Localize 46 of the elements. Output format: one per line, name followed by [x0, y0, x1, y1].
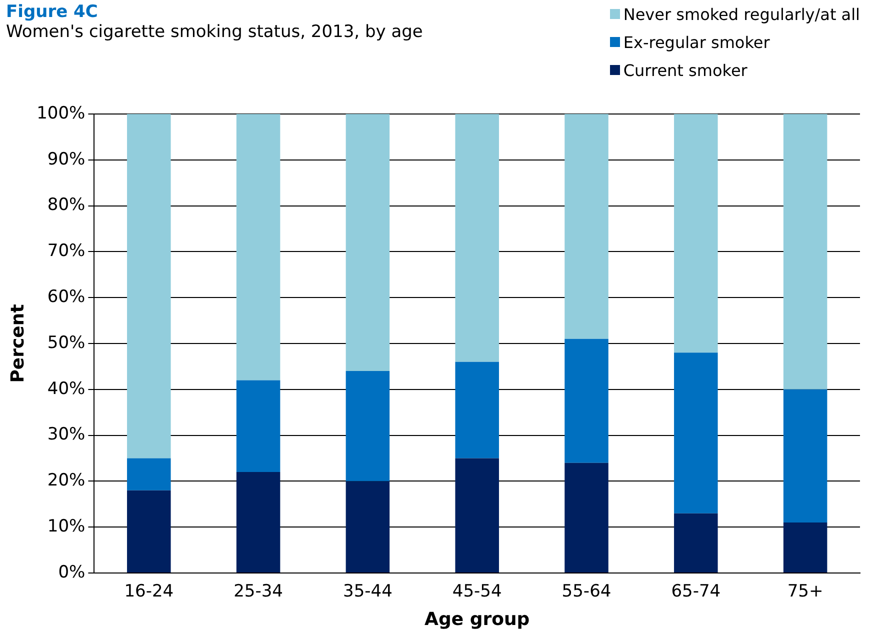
bar	[346, 371, 390, 482]
x-tick-label: 45-54	[452, 582, 502, 602]
bar	[236, 114, 280, 380]
bar	[674, 513, 718, 572]
y-tick-label: 0%	[58, 562, 86, 582]
x-tick-label: 75+	[787, 582, 824, 602]
y-tick-label: 90%	[47, 149, 86, 170]
bar	[236, 472, 280, 572]
bar	[346, 481, 390, 572]
y-tick-label: 30%	[47, 424, 86, 445]
x-tick-label: 25-34	[234, 582, 284, 602]
bar	[455, 362, 499, 458]
bar	[564, 114, 608, 339]
bar	[455, 458, 499, 572]
bar	[783, 114, 828, 390]
bar	[346, 114, 390, 372]
bar	[674, 352, 718, 514]
bar	[674, 114, 718, 353]
y-tick-label: 50%	[47, 332, 86, 353]
y-tick-label: 20%	[47, 470, 86, 491]
bar	[127, 114, 171, 458]
legend-label: Never smoked regularly/at all	[623, 4, 860, 24]
legend-label: Current smoker	[623, 60, 748, 80]
y-tick-label: 10%	[47, 516, 86, 537]
y-tick-label: 60%	[47, 287, 86, 308]
y-axis-title: Percent	[7, 304, 28, 383]
bar	[783, 522, 828, 572]
y-tick-label: 80%	[47, 195, 86, 216]
bar	[783, 389, 828, 523]
y-tick-label: 100%	[36, 103, 86, 124]
x-tick-label: 55-64	[562, 582, 612, 602]
x-tick-label: 16-24	[124, 582, 174, 602]
x-tick-label: 65-74	[671, 582, 721, 602]
bar	[236, 380, 280, 472]
bar	[127, 490, 171, 572]
bar	[127, 458, 171, 490]
chart-title: Figure 4C	[6, 2, 98, 22]
y-tick-label: 40%	[47, 378, 86, 399]
x-tick-label: 35-44	[343, 582, 392, 602]
legend-label: Ex-regular smoker	[623, 32, 770, 52]
bar	[564, 338, 608, 463]
y-tick-label: 70%	[47, 241, 86, 262]
bar	[455, 114, 499, 362]
x-axis-title: Age group	[424, 608, 530, 630]
chart-subtitle: Women's cigarette smoking status, 2013, by age	[6, 22, 423, 42]
bar	[564, 462, 608, 572]
